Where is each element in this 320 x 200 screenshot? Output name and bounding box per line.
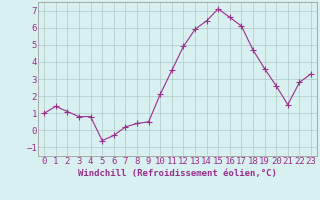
X-axis label: Windchill (Refroidissement éolien,°C): Windchill (Refroidissement éolien,°C) (78, 169, 277, 178)
